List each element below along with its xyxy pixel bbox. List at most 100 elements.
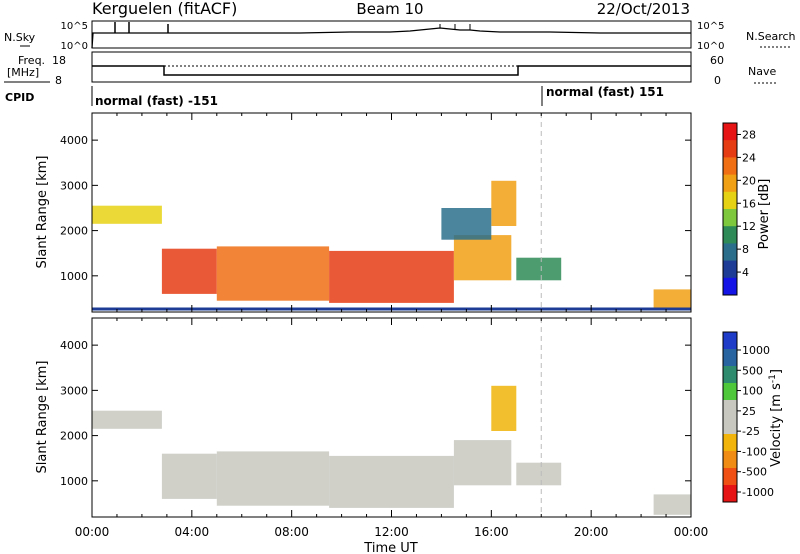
power-colorbar-tick-label: 4 xyxy=(742,266,749,279)
power-colorbar-tick-label: 20 xyxy=(742,174,756,187)
velocity-echo-region xyxy=(329,455,454,508)
freq-label-line2: [MHz] xyxy=(7,66,39,79)
noise-tick-right-bottom: 10^0 xyxy=(697,41,724,52)
power-colorbar-label: Power [dB] xyxy=(757,179,772,250)
velocity-colorbar-tick-label: 100 xyxy=(742,385,763,398)
power-echo-region xyxy=(653,289,691,310)
power-colorbar-swatch xyxy=(723,243,737,262)
power-colorbar-swatch xyxy=(723,226,737,244)
freq-tick-left-bottom: 8 xyxy=(55,74,62,87)
time-axis-label: Time UT xyxy=(363,541,417,554)
time-tick-label: 08:00 xyxy=(274,525,309,539)
time-tick-label: 12:00 xyxy=(374,525,409,539)
noise-panel-frame xyxy=(91,20,692,49)
freq-label-line1: Freq. xyxy=(18,54,45,67)
power-colorbar-frame xyxy=(722,122,738,296)
velocity-colorbar-swatch xyxy=(723,349,737,367)
power-y-tick-label: 1000 xyxy=(60,270,88,283)
power-colorbar-tick-label: 24 xyxy=(742,151,756,164)
power-colorbar-swatch xyxy=(723,157,737,176)
power-colorbar: 4 8 12 16 20 24 28 xyxy=(722,122,756,296)
time-axis-ticks: 00:00 04:00 08:00 12:00 16:00 20:00 00:00 xyxy=(75,525,709,539)
velocity-y-ticks: 1000 2000 3000 4000 xyxy=(60,339,691,488)
velocity-regions xyxy=(92,385,691,515)
power-y-ticks: 1000 2000 3000 4000 xyxy=(60,134,691,283)
velocity-echo-region xyxy=(92,410,162,429)
noise-trace xyxy=(91,27,691,49)
cpid-segment-2: normal (fast) 151 xyxy=(546,85,664,99)
velocity-y-tick-label: 4000 xyxy=(60,339,88,352)
power-colorbar-swatch xyxy=(723,140,737,158)
velocity-colorbar-swatch xyxy=(723,400,737,418)
power-colorbar-tick-label: 28 xyxy=(742,128,756,141)
noise-tick-left-bottom: 10^0 xyxy=(61,41,88,52)
power-colorbar-swatch xyxy=(723,123,737,141)
freq-panel: Freq. [MHz] 18 8 60 0 Nave xyxy=(4,51,776,87)
freq-tick-left-top: 18 xyxy=(52,54,66,67)
velocity-echo-region xyxy=(491,385,517,431)
noise-left-label: N.Sky xyxy=(4,31,36,44)
freq-trace xyxy=(92,65,691,76)
velocity-ylabel: Slant Range [km] xyxy=(35,361,50,474)
velocity-panel: 1000 2000 3000 4000 Slant Range [km] 1000 50… xyxy=(35,317,784,518)
date-title: 22/Oct/2013 xyxy=(597,0,690,18)
velocity-echo-region xyxy=(216,451,330,506)
velocity-colorbar-label: Velocity [m s-1] xyxy=(768,369,784,467)
power-colorbar-swatch xyxy=(723,277,737,296)
power-colorbar-tick-label: 12 xyxy=(742,220,756,233)
power-colorbar-swatch xyxy=(723,260,737,279)
power-ylabel: Slant Range [km] xyxy=(35,156,50,269)
velocity-colorbar-swatch xyxy=(723,383,737,401)
beam-title: Beam 10 xyxy=(356,0,423,18)
time-tick-label: 00:00 xyxy=(75,525,110,539)
power-echo-region xyxy=(516,257,562,281)
power-echo-region xyxy=(161,248,217,294)
time-tick-label: 04:00 xyxy=(175,525,210,539)
power-colorbar-tick-label: 16 xyxy=(742,197,756,210)
power-y-tick-label: 2000 xyxy=(60,225,88,238)
power-echo-region xyxy=(453,235,512,281)
velocity-y-tick-label: 1000 xyxy=(60,475,88,488)
power-colorbar-swatch xyxy=(723,191,737,210)
velocity-colorbar-swatch xyxy=(723,417,737,435)
noise-panel: N.Sky N.Search 10^5 10^0 10^5 10^0 xyxy=(4,20,796,52)
velocity-echo-region xyxy=(161,453,217,499)
velocity-x-ticks xyxy=(91,318,692,517)
power-echo-region xyxy=(491,180,517,226)
velocity-colorbar-tick-label: -1000 xyxy=(742,486,774,499)
cpid-segment-1: normal (fast) -151 xyxy=(95,94,218,108)
velocity-colorbar-swatch xyxy=(723,451,737,469)
power-colorbar-swatch xyxy=(723,174,737,193)
velocity-y-tick-label: 2000 xyxy=(60,430,88,443)
velocity-echo-region xyxy=(453,440,512,486)
velocity-colorbar-tick-label: -500 xyxy=(742,466,767,479)
velocity-colorbar-tick-label: 1000 xyxy=(742,344,770,357)
cpid-label: CPID xyxy=(5,91,34,104)
time-tick-label: 20:00 xyxy=(574,525,609,539)
velocity-colorbar-swatch xyxy=(723,434,737,452)
power-echo-region xyxy=(216,246,330,301)
station-title: Kerguelen (fitACF) xyxy=(92,0,237,18)
cpid-row: CPID normal (fast) -151 normal (fast) 15… xyxy=(5,85,664,108)
power-echo-region xyxy=(92,205,162,224)
velocity-echo-region xyxy=(516,462,562,486)
nave-label: Nave xyxy=(748,65,776,78)
time-tick-label: 00:00 xyxy=(674,525,709,539)
time-tick-label: 16:00 xyxy=(474,525,509,539)
velocity-echo-region xyxy=(653,494,691,515)
velocity-colorbar-swatch xyxy=(723,485,737,503)
noise-right-label: N.Search xyxy=(746,30,796,43)
velocity-colorbar: 1000 500 100 25 -25 -100 -500 -1000 xyxy=(722,331,774,503)
noise-tick-left-top: 10^5 xyxy=(61,21,88,32)
velocity-colorbar-tick-label: 25 xyxy=(742,405,756,418)
power-x-ticks xyxy=(91,113,692,312)
power-colorbar-tick-label: 8 xyxy=(742,243,749,256)
power-echo-region xyxy=(441,208,492,240)
velocity-colorbar-tick-label: 500 xyxy=(742,364,763,377)
freq-tick-right-top: 60 xyxy=(710,54,724,67)
noise-tick-right-top: 10^5 xyxy=(697,21,724,32)
power-panel: 1000 2000 3000 4000 Slant Range [km] 4 8 12 16… xyxy=(35,112,772,313)
velocity-colorbar-swatch xyxy=(723,332,737,350)
power-y-tick-label: 3000 xyxy=(60,179,88,192)
power-regions xyxy=(92,180,691,310)
